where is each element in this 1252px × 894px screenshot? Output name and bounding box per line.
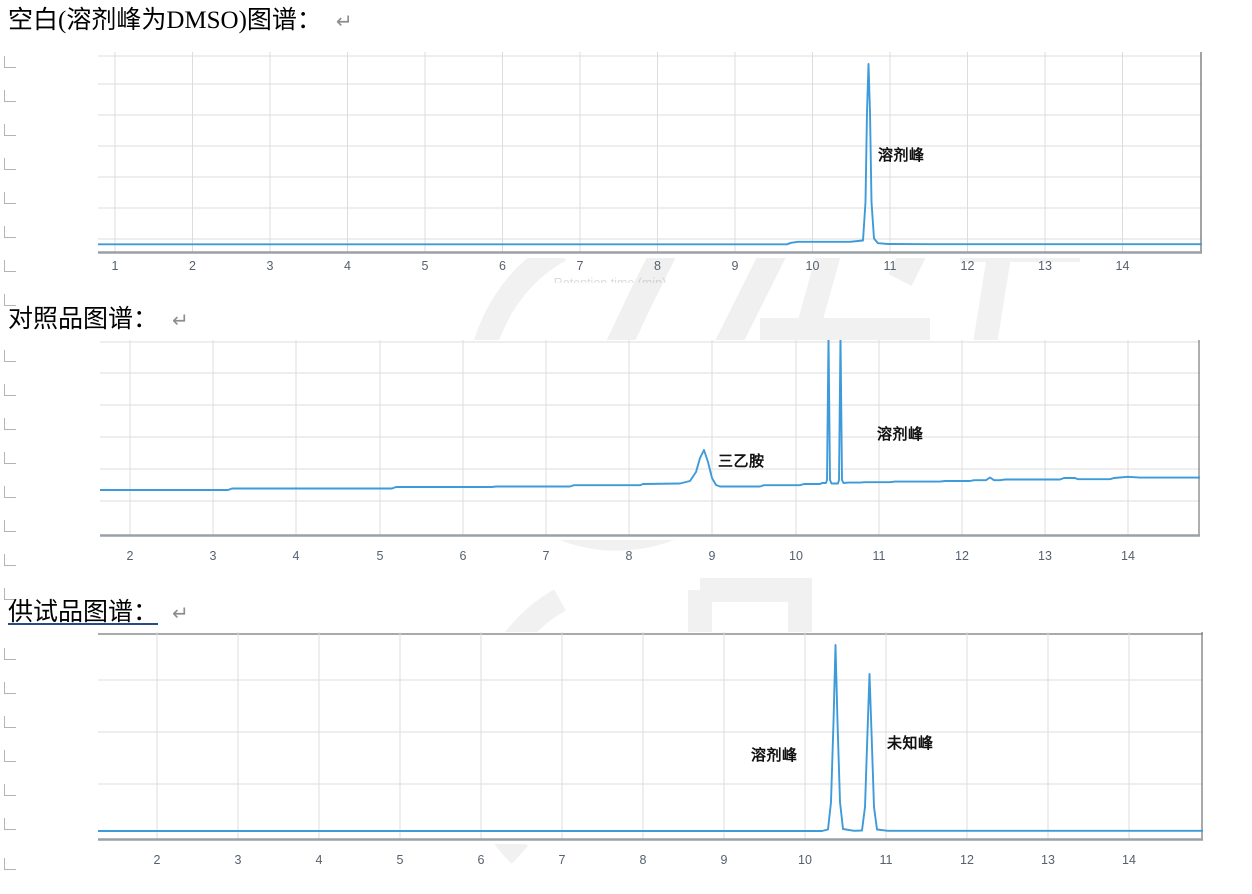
chart-blank-x-axis: 1 2 3 4 5 6 7 8 9 10 11 12 13 14 Retenti…	[98, 258, 1202, 283]
chromatogram-trace	[100, 340, 1200, 491]
x-tick-label: 6	[477, 853, 485, 867]
x-tick-label: 10	[805, 259, 820, 273]
paragraph-mark-icon: ↵	[172, 601, 189, 625]
line-break-mark-icon	[4, 784, 16, 796]
line-break-mark-icon	[4, 520, 16, 532]
x-tick-label: 6	[459, 549, 467, 563]
x-tick-label: 13	[1038, 259, 1052, 273]
line-break-mark-icon	[4, 588, 16, 600]
heading-blank-chromatogram: 空白(溶剂峰为DMSO)图谱： ↵	[8, 6, 353, 36]
x-tick-label: 9	[708, 549, 716, 563]
paragraph-mark-icon: ↵	[172, 308, 189, 332]
x-tick-label: 9	[720, 853, 728, 867]
peak-label-triethylamine: 三乙胺	[718, 452, 765, 470]
chart-test-sample-chromatogram: 溶剂峰 未知峰	[98, 632, 1203, 844]
line-break-mark-icon	[4, 192, 16, 204]
x-tick-label: 2	[126, 549, 134, 563]
x-tick-label: 8	[654, 259, 661, 273]
line-break-mark-icon	[4, 648, 16, 660]
x-axis-title: Retention time (min)	[553, 276, 667, 290]
peak-label-solvent: 溶剂峰	[878, 146, 925, 164]
line-break-mark-icon	[4, 452, 16, 464]
x-tick-label: 2	[153, 853, 161, 867]
x-tick-label: 12	[960, 853, 974, 867]
x-tick-label: 5	[396, 853, 404, 867]
x-tick-label: 13	[1041, 853, 1055, 867]
line-break-mark-icon	[4, 554, 16, 566]
x-tick-label: 11	[879, 853, 893, 867]
x-tick-label: 6	[499, 259, 506, 273]
x-tick-label: 7	[576, 259, 584, 273]
x-tick-label: 14	[1121, 549, 1135, 563]
heading-reference-standard-chromatogram: 对照品图谱： ↵	[8, 305, 189, 335]
margin-line-break-marks	[4, 0, 26, 894]
paragraph-mark-icon: ↵	[335, 9, 353, 33]
chart-reference-plot-area	[100, 340, 1200, 540]
line-break-mark-icon	[4, 158, 16, 170]
chromatogram-trace	[98, 644, 1203, 832]
x-tick-label: 5	[421, 259, 429, 273]
peak-label-solvent: 溶剂峰	[751, 746, 798, 764]
x-tick-label: 8	[639, 853, 647, 867]
x-tick-label: 7	[558, 853, 566, 867]
line-break-mark-icon	[4, 486, 16, 498]
line-break-mark-icon	[4, 56, 16, 68]
x-tick-label: 4	[344, 259, 351, 273]
heading-test-sample-chromatogram: 供试品图谱： ↵	[8, 598, 189, 628]
heading-text: 对照品图谱：	[8, 306, 159, 333]
x-tick-label: 9	[731, 259, 739, 273]
line-break-mark-icon	[4, 858, 16, 870]
x-tick-label: 7	[542, 549, 550, 563]
line-break-mark-icon	[4, 818, 16, 830]
chart-test-sample-plot-area	[98, 632, 1203, 844]
line-break-mark-icon	[4, 124, 16, 136]
peak-label-unknown: 未知峰	[887, 734, 934, 752]
x-tick-label: 12	[960, 259, 975, 273]
x-tick-label: 3	[266, 259, 274, 273]
x-tick-label: 11	[872, 549, 886, 563]
x-tick-label: 4	[292, 549, 300, 563]
chart-test-sample-x-axis: 2 3 4 5 6 7 8 9 10 11 12 13 14	[98, 852, 1203, 872]
x-tick-label: 12	[955, 549, 969, 563]
x-tick-label: 3	[234, 853, 242, 867]
heading-text: 空白(溶剂峰为DMSO)图谱：	[8, 7, 322, 34]
line-break-mark-icon	[4, 260, 16, 272]
x-tick-label: 5	[376, 549, 384, 563]
x-tick-label: 11	[883, 259, 897, 273]
line-break-mark-icon	[4, 716, 16, 728]
heading-text: 供试品图谱：	[8, 599, 159, 626]
line-break-mark-icon	[4, 682, 16, 694]
chart-blank-chromatogram: 溶剂峰	[98, 52, 1202, 258]
x-tick-label: 14	[1115, 259, 1130, 273]
peak-label-solvent: 溶剂峰	[877, 425, 924, 443]
line-break-mark-icon	[4, 226, 16, 238]
line-break-mark-icon	[4, 294, 16, 306]
x-tick-label: 10	[789, 549, 803, 563]
x-tick-label: 14	[1122, 853, 1136, 867]
x-tick-label: 2	[189, 259, 196, 273]
chart-reference-x-axis: 2 3 4 5 6 7 8 9 10 11 12 13 14	[100, 548, 1200, 568]
line-break-mark-icon	[4, 384, 16, 396]
x-tick-label: 1	[111, 259, 119, 273]
line-break-mark-icon	[4, 90, 16, 102]
line-break-mark-icon	[4, 350, 16, 362]
x-tick-label: 13	[1038, 549, 1052, 563]
chart-blank-plot-area	[98, 52, 1202, 258]
line-break-mark-icon	[4, 750, 16, 762]
line-break-mark-icon	[4, 418, 16, 430]
x-tick-label: 8	[625, 549, 633, 563]
x-tick-label: 4	[315, 853, 323, 867]
x-tick-label: 3	[209, 549, 217, 563]
chart-reference-standard-chromatogram: 三乙胺 溶剂峰	[100, 340, 1200, 540]
x-tick-label: 10	[798, 853, 812, 867]
